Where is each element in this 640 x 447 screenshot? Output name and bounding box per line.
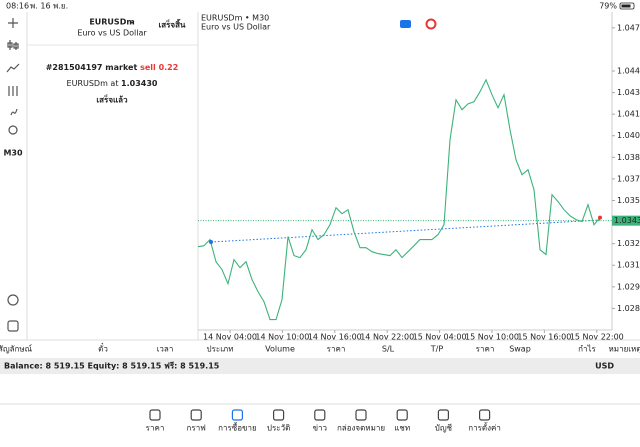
column-header: กำไร: [578, 345, 596, 354]
column-header: S/L: [382, 345, 395, 354]
order-action: sell 0.22: [140, 63, 178, 72]
y-tick-label: 1.04770: [617, 23, 640, 32]
column-header: เวลา: [157, 345, 174, 354]
column-header: ราคา: [476, 345, 495, 354]
tab-icon: [314, 409, 326, 421]
tab-icon: [437, 409, 449, 421]
tab[interactable]: บัญชี: [435, 409, 453, 433]
x-tick-label: 15 Nov 10:00: [465, 333, 519, 342]
trade-marker: [209, 240, 213, 244]
last-point: [598, 215, 602, 220]
chart-subtitle: Euro vs US Dollar: [201, 23, 271, 32]
y-tick-label: 1.02820: [617, 304, 640, 313]
column-header: Swap: [509, 345, 531, 354]
tab-icon: [396, 409, 408, 421]
tab[interactable]: การตั้งค่า: [468, 409, 501, 433]
battery-text: 79%: [599, 2, 617, 11]
tab[interactable]: แชท: [394, 409, 410, 433]
chart-button[interactable]: [425, 18, 437, 30]
column-header: สัญลักษณ์: [0, 344, 33, 354]
order-message-line2: EURUSDm at 1.03430: [67, 79, 158, 88]
tab-label: การซื้อขาย: [218, 422, 257, 433]
tab-icon: [479, 409, 491, 421]
tab-label: การตั้งค่า: [468, 422, 501, 433]
tab-label: กล่องจดหมาย: [337, 424, 385, 433]
status-date: พ. 16 พ.ย.: [30, 2, 68, 11]
tab[interactable]: กราฟ: [187, 409, 207, 433]
y-tick-label: 1.03270: [617, 239, 640, 248]
tab-icon: [355, 409, 367, 421]
candles-icon[interactable]: [7, 40, 19, 50]
zoom-icon[interactable]: [7, 294, 19, 306]
tab-label: กราฟ: [187, 424, 207, 433]
current-price-label: 1.03430: [614, 216, 640, 225]
order-ticket: #281504197 market: [46, 63, 138, 72]
tab-label: ข่าว: [313, 424, 327, 433]
settings-icon[interactable]: [8, 86, 18, 96]
toolbar-icons: [6, 18, 20, 332]
y-tick-label: 1.04470: [617, 66, 640, 75]
column-header: ประเภท: [207, 345, 234, 354]
battery-icon: [619, 2, 635, 10]
objects-icon[interactable]: [8, 125, 18, 135]
y-tick-label: 1.03870: [617, 153, 640, 162]
x-tick-label: 15 Nov 04:00: [413, 333, 467, 342]
function-icon[interactable]: [10, 108, 18, 116]
x-tick-label: 15 Nov 22:00: [570, 333, 624, 342]
tab[interactable]: การซื้อขาย: [218, 409, 257, 433]
y-tick-label: 1.03570: [617, 196, 640, 205]
y-tick-label: 1.04170: [617, 110, 640, 119]
status-time: 08:16: [6, 2, 29, 11]
tab[interactable]: ข่าว: [313, 409, 327, 433]
balance-row-bg: [0, 358, 640, 374]
tab-label: บัญชี: [435, 424, 453, 433]
column-header: ตั๋ว: [98, 342, 108, 353]
chart-button[interactable]: [400, 20, 411, 28]
tab-label: ประวัติ: [267, 424, 290, 433]
tab[interactable]: ราคา: [146, 409, 165, 433]
column-header: ราคา: [327, 345, 346, 354]
x-tick-label: 14 Nov 16:00: [308, 333, 362, 342]
chart: EURUSDm • M30 Euro vs US Dollar 1.04770 1…: [197, 12, 640, 342]
done-button[interactable]: เสร็จสิ้น: [159, 19, 186, 30]
indicator-icon[interactable]: [6, 63, 20, 73]
tab-icon: [231, 409, 243, 421]
order-price: 1.03430: [121, 79, 158, 88]
currency: USD: [595, 362, 614, 371]
y-tick-label: 1.03120: [617, 261, 640, 270]
x-tick-label: 14 Nov 10:00: [255, 333, 309, 342]
tab-icon: [149, 409, 161, 421]
sync-icon[interactable]: [7, 320, 19, 332]
balance-row: Balance: 8 519.15 Equity: 8 519.15 ฟรี: …: [4, 361, 220, 371]
order-symbol[interactable]: EURUSDm: [89, 18, 134, 27]
price-line: [197, 78, 601, 321]
chart-title: EURUSDm • M30: [201, 14, 269, 23]
order-symbol-line: EURUSDm at: [67, 79, 119, 88]
dropdown-arrow: [129, 20, 135, 24]
column-header: Volume: [265, 345, 295, 354]
battery-level: [621, 4, 631, 8]
column-header: T/P: [430, 345, 444, 354]
column-header: หมายเหตุ: [609, 345, 640, 354]
tab[interactable]: ประวัติ: [267, 409, 290, 433]
order-status: เสร็จแล้ว: [96, 94, 128, 105]
tab[interactable]: กล่องจดหมาย: [337, 409, 385, 433]
crosshair-icon[interactable]: [8, 18, 18, 28]
y-tick-label: 1.03720: [617, 174, 640, 183]
tab-label: แชท: [394, 424, 410, 433]
x-tick-label: 14 Nov 04:00: [203, 333, 257, 342]
y-tick-label: 1.04320: [617, 88, 640, 97]
x-tick-label: 14 Nov 22:00: [360, 333, 414, 342]
order-description: Euro vs US Dollar: [77, 29, 147, 38]
timeframe[interactable]: M30: [3, 149, 23, 158]
y-tick-label: 1.02970: [617, 282, 640, 291]
order-message-line1: #281504197 market sell 0.22: [46, 63, 179, 72]
x-tick-label: 15 Nov 16:00: [517, 333, 571, 342]
tab-icon: [273, 409, 285, 421]
tab-label: ราคา: [146, 424, 165, 433]
y-tick-label: 1.04020: [617, 131, 640, 140]
tab-icon: [190, 409, 202, 421]
current-price-box: [612, 215, 640, 226]
